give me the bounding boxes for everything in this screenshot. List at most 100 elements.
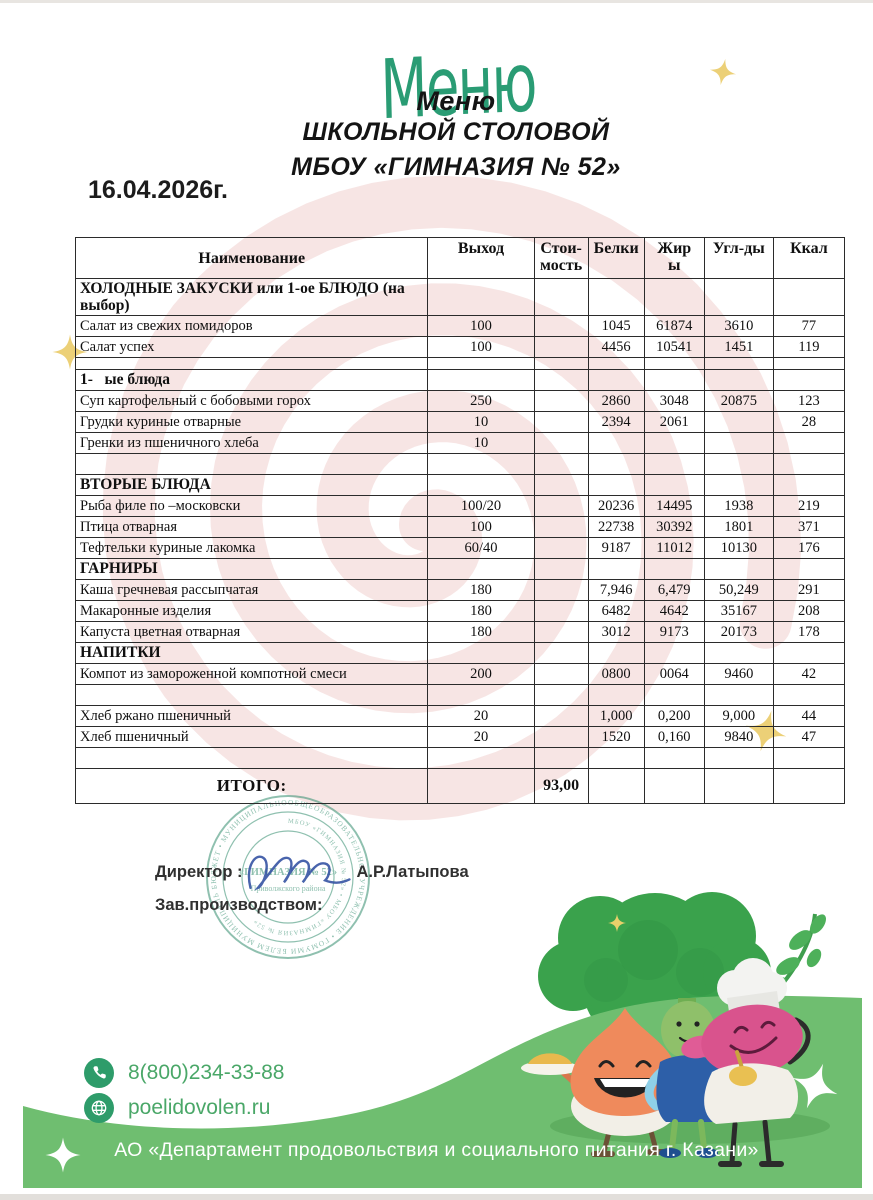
value-carbs: 9,000 [703, 705, 774, 727]
value-out [427, 684, 535, 706]
dish-name: 1- ые блюда [74, 369, 429, 391]
contact-site-row: poelidovolen.ru [84, 1093, 270, 1123]
value-carbs [703, 369, 774, 391]
value-out [427, 453, 535, 475]
value-carbs: 20875 [703, 390, 774, 412]
value-cost [533, 684, 589, 706]
value-kcal [772, 642, 846, 664]
value-cost [533, 357, 589, 370]
value-protein: 2394 [587, 411, 645, 433]
dish-name [74, 684, 429, 706]
director-name: А.Р.Латыпова [356, 862, 469, 881]
empty-row [74, 684, 846, 706]
menu-item-row: Птица отварная 100 22738 30392 1801 371 [74, 516, 846, 538]
value-fat: 3048 [643, 390, 705, 412]
value-kcal: 119 [772, 336, 846, 358]
value-cost [533, 621, 589, 643]
value-kcal: 44 [772, 705, 846, 727]
dish-name: Рыба филе по –московски [74, 495, 429, 517]
value-kcal: 178 [772, 621, 846, 643]
title-line-school: ШКОЛЬНОЙ СТОЛОВОЙ [302, 118, 610, 147]
menu-item-row: Хлеб ржано пшеничный 20 1,000 0,200 9,000 44 [74, 705, 846, 727]
value-out: 20 [427, 705, 535, 727]
value-out [427, 369, 535, 391]
value-protein [587, 642, 645, 664]
sparkle-icon [608, 914, 626, 932]
menu-item-row: Хлеб пшеничный 20 1520 0,160 9840 47 [74, 726, 846, 748]
value-protein [587, 453, 645, 475]
value-cost [533, 390, 589, 412]
dish-name [74, 357, 429, 370]
dish-name: ХОЛОДНЫЕ ЗАКУСКИ или 1-ое БЛЮДО (на выбо… [74, 278, 429, 316]
value-carbs: 50,249 [703, 579, 774, 601]
value-out: 180 [427, 579, 535, 601]
dish-name: Макаронные изделия [74, 600, 429, 622]
phone-number: 8(800)234-33-88 [128, 1061, 285, 1084]
dish-name: Хлеб пшеничный [74, 726, 429, 748]
dish-name [74, 747, 429, 769]
value-protein: 9187 [587, 537, 645, 559]
value-protein [587, 278, 645, 316]
dish-name: ИТОГО: [74, 768, 429, 804]
broccoli-character [644, 998, 730, 1158]
value-fat [643, 642, 705, 664]
stamp-center-line2: Приволжского района [251, 884, 326, 893]
col-header-name: Наименование [74, 237, 429, 279]
value-out [427, 474, 535, 496]
value-protein: 7,946 [587, 579, 645, 601]
signature-icon [247, 855, 351, 891]
dish-name: Птица отварная [74, 516, 429, 538]
value-fat [643, 432, 705, 454]
value-cost [533, 642, 589, 664]
col-header-carbs: Угл-ды [703, 237, 774, 279]
value-protein [587, 369, 645, 391]
value-out [427, 558, 535, 580]
phone-icon [84, 1058, 114, 1088]
value-cost [533, 278, 589, 316]
value-protein: 4456 [587, 336, 645, 358]
section-row: НАПИТКИ [74, 642, 846, 664]
dish-name: Каша гречневая рассыпчатая [74, 579, 429, 601]
value-protein [587, 357, 645, 370]
menu-item-row: Макаронные изделия 180 6482 4642 35167 208 [74, 600, 846, 622]
value-fat: 4642 [643, 600, 705, 622]
sparkle-icon [792, 1063, 838, 1109]
value-out [427, 747, 535, 769]
globe-icon [84, 1093, 114, 1123]
value-cost [533, 315, 589, 337]
menu-item-row: Гренки из пшеничного хлеба 10 [74, 432, 846, 454]
value-out: 100 [427, 336, 535, 358]
value-kcal [772, 278, 846, 316]
value-protein [587, 747, 645, 769]
value-kcal [772, 474, 846, 496]
section2-row: ХОЛОДНЫЕ ЗАКУСКИ или 1-ое БЛЮДО (на выбо… [74, 278, 846, 316]
value-protein: 2860 [587, 390, 645, 412]
value-cost [533, 495, 589, 517]
value-out: 180 [427, 621, 535, 643]
value-kcal: 28 [772, 411, 846, 433]
scan-edge-bottom [0, 1194, 873, 1200]
value-kcal [772, 747, 846, 769]
value-kcal: 176 [772, 537, 846, 559]
value-fat: 11012 [643, 537, 705, 559]
dish-name: Гренки из пшеничного хлеба [74, 432, 429, 454]
value-protein [587, 558, 645, 580]
broccoli-crown [538, 892, 771, 1038]
value-carbs: 1938 [703, 495, 774, 517]
value-protein: 0800 [587, 663, 645, 685]
value-out: 20 [427, 726, 535, 748]
value-kcal: 291 [772, 579, 846, 601]
value-out [427, 642, 535, 664]
section-row: ВТОРЫЕ БЛЮДА [74, 474, 846, 496]
dish-name: ГАРНИРЫ [74, 558, 429, 580]
value-carbs: 1801 [703, 516, 774, 538]
title-line-menu: Меню [416, 86, 496, 116]
col-header-fat: Жир ы [643, 237, 705, 279]
title-block: Меню ШКОЛЬНОЙ СТОЛОВОЙ МБОУ «ГИМНАЗИЯ № … [116, 87, 796, 182]
value-out: 10 [427, 432, 535, 454]
value-protein [587, 474, 645, 496]
sparkle-icon [707, 56, 739, 88]
value-fat: 0,160 [643, 726, 705, 748]
value-kcal [772, 684, 846, 706]
dish-name: НАПИТКИ [74, 642, 429, 664]
